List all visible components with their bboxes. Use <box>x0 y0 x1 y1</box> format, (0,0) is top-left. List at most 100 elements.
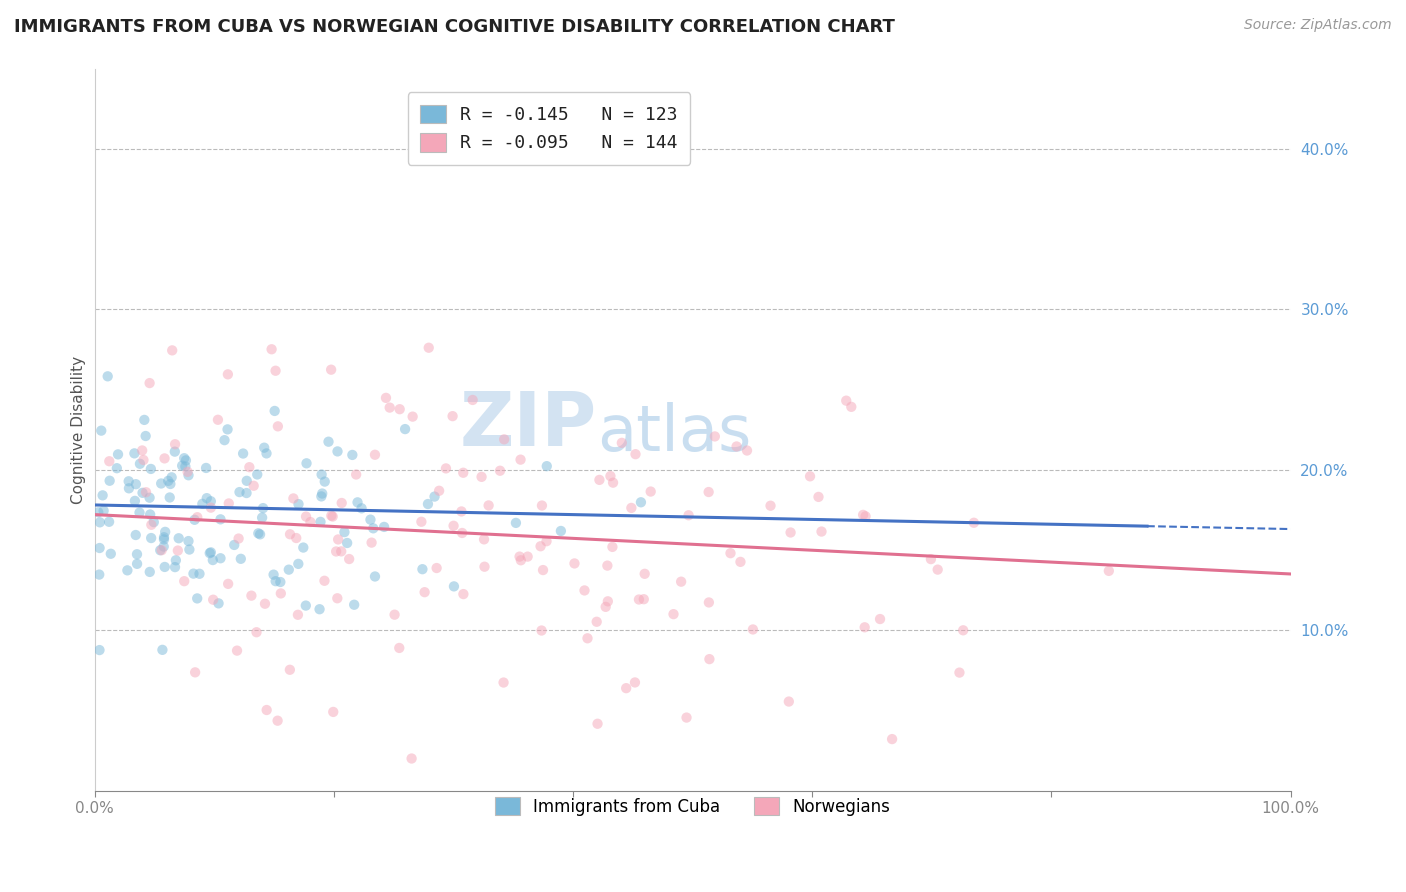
Point <box>287 497 309 511</box>
Point <box>451 466 474 480</box>
Point <box>633 592 655 607</box>
Point <box>153 451 176 466</box>
Point <box>596 594 619 608</box>
Point <box>564 557 586 571</box>
Point <box>699 652 721 666</box>
Text: IMMIGRANTS FROM CUBA VS NORWEGIAN COGNITIVE DISABILITY CORRELATION CHART: IMMIGRANTS FROM CUBA VS NORWEGIAN COGNIT… <box>14 18 896 36</box>
Point <box>531 563 554 577</box>
Point <box>245 625 267 640</box>
Point <box>441 409 464 424</box>
Point <box>478 499 501 513</box>
Point <box>117 563 139 577</box>
Point <box>249 527 271 541</box>
Point <box>186 591 208 606</box>
Point <box>285 531 308 545</box>
Point <box>453 587 475 601</box>
Point <box>492 675 515 690</box>
Point <box>1098 564 1121 578</box>
Point <box>153 524 176 539</box>
Point <box>118 481 141 495</box>
Point <box>336 536 359 550</box>
Legend: Immigrants from Cuba, Norwegians: Immigrants from Cuba, Norwegians <box>485 788 900 826</box>
Point <box>427 483 450 498</box>
Point <box>250 510 273 524</box>
Point <box>703 429 725 443</box>
Point <box>160 470 183 484</box>
Point <box>880 732 903 747</box>
Point <box>624 447 647 461</box>
Point <box>93 504 115 518</box>
Point <box>247 526 270 541</box>
Point <box>195 491 218 505</box>
Point <box>423 490 446 504</box>
Point <box>326 444 349 458</box>
Point <box>443 518 465 533</box>
Point <box>963 516 986 530</box>
Point <box>264 574 287 589</box>
Point <box>118 475 141 489</box>
Point <box>330 496 353 510</box>
Point <box>855 509 877 524</box>
Point <box>179 542 201 557</box>
Point <box>730 555 752 569</box>
Point <box>359 513 381 527</box>
Point <box>283 491 305 506</box>
Point <box>173 574 195 589</box>
Point <box>173 451 195 466</box>
Point <box>256 703 278 717</box>
Point <box>627 592 650 607</box>
Point <box>350 501 373 516</box>
Point <box>90 424 112 438</box>
Point <box>373 520 395 534</box>
Point <box>322 705 344 719</box>
Point <box>238 460 260 475</box>
Point <box>461 392 484 407</box>
Point <box>550 524 572 538</box>
Point <box>184 665 207 680</box>
Point <box>426 561 449 575</box>
Point <box>610 435 633 450</box>
Point <box>416 497 439 511</box>
Point <box>346 495 368 509</box>
Point <box>292 541 315 555</box>
Point <box>264 364 287 378</box>
Point <box>141 531 163 545</box>
Point <box>360 535 382 549</box>
Point <box>141 517 163 532</box>
Point <box>278 663 301 677</box>
Point <box>413 585 436 599</box>
Point <box>139 565 162 579</box>
Point <box>177 534 200 549</box>
Point <box>228 532 250 546</box>
Point <box>333 525 356 540</box>
Point <box>89 567 111 582</box>
Point <box>675 710 697 724</box>
Point <box>295 599 318 613</box>
Point <box>235 474 257 488</box>
Point <box>138 491 160 505</box>
Point <box>388 640 411 655</box>
Point <box>129 457 152 471</box>
Point <box>209 551 232 566</box>
Point <box>536 534 558 549</box>
Point <box>322 509 344 524</box>
Point <box>620 500 643 515</box>
Point <box>314 574 336 588</box>
Point <box>278 527 301 541</box>
Point <box>595 599 617 614</box>
Point <box>177 468 200 483</box>
Point <box>948 665 970 680</box>
Y-axis label: Cognitive Disability: Cognitive Disability <box>72 356 86 504</box>
Point <box>172 458 194 473</box>
Point <box>697 485 720 500</box>
Point <box>253 597 276 611</box>
Point <box>176 465 198 479</box>
Point <box>214 433 236 447</box>
Point <box>530 499 553 513</box>
Point <box>434 461 457 475</box>
Point <box>835 393 858 408</box>
Point <box>124 446 146 460</box>
Point <box>131 443 153 458</box>
Point <box>107 447 129 461</box>
Point <box>232 446 254 460</box>
